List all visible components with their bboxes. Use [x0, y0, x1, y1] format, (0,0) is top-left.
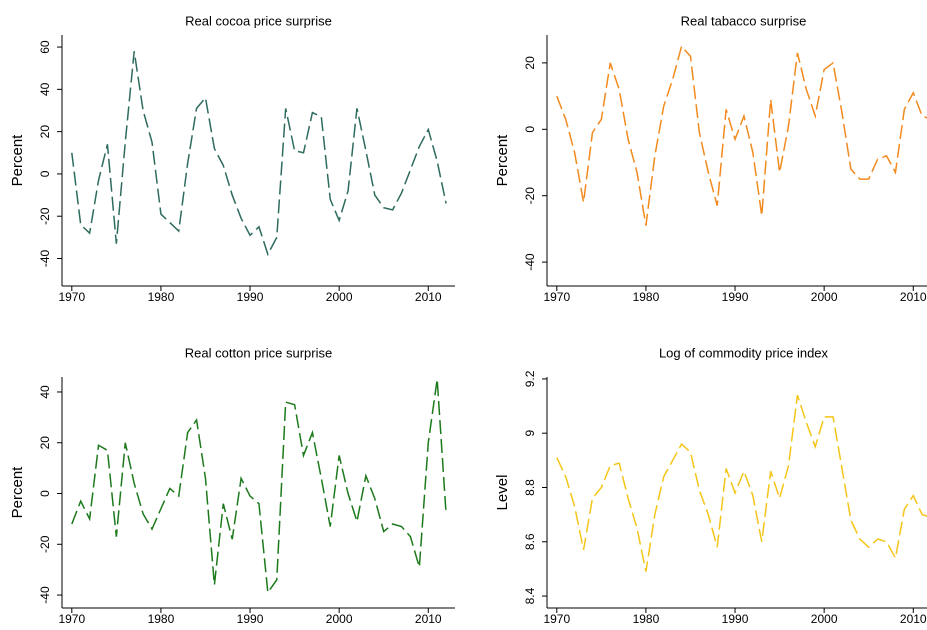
data-line — [71, 51, 447, 257]
x-tick-label: 1970 — [543, 612, 570, 626]
panel-title: Real cocoa price surprise — [185, 13, 332, 28]
y-tick-label: -20 — [38, 535, 52, 553]
x-tick-label: 2010 — [415, 612, 442, 626]
y-tick-label: 20 — [38, 436, 52, 450]
panel-title: Real tabacco surprise — [681, 13, 807, 28]
y-tick-label: 40 — [38, 385, 52, 399]
y-tick-label: 40 — [38, 82, 52, 96]
y-tick-label: -40 — [38, 250, 52, 268]
y-axis-label: Percent — [494, 134, 511, 187]
x-tick-label: 2000 — [811, 612, 838, 626]
x-tick-label: 2010 — [900, 290, 927, 304]
y-tick-label: 8.8 — [523, 479, 537, 496]
x-tick-label: 1990 — [722, 290, 749, 304]
y-tick-label: 8.6 — [523, 533, 537, 550]
y-tick-label: 0 — [523, 126, 537, 133]
x-tick-label: 2010 — [900, 612, 927, 626]
x-tick-label: 1970 — [543, 290, 570, 304]
x-tick-label: 1980 — [148, 612, 175, 626]
x-tick-label: 2000 — [326, 612, 353, 626]
y-axis-label: Level — [494, 475, 511, 511]
data-line — [71, 379, 447, 595]
y-tick-label: 8.4 — [523, 587, 537, 604]
x-tick-label: 1970 — [58, 290, 85, 304]
y-tick-label: -20 — [523, 187, 537, 205]
y-tick-label: -40 — [523, 253, 537, 271]
x-tick-label: 1970 — [58, 612, 85, 626]
y-tick-label: 60 — [38, 40, 52, 54]
x-tick-label: 2010 — [415, 290, 442, 304]
x-tick-label: 2000 — [326, 290, 353, 304]
x-tick-label: 1980 — [148, 290, 175, 304]
y-axis-label: Percent — [9, 466, 26, 519]
y-tick-label: 0 — [38, 170, 52, 177]
y-tick-label: 0 — [38, 490, 52, 497]
x-tick-label: 1990 — [722, 612, 749, 626]
panel-title: Real cotton price surprise — [185, 345, 332, 360]
data-line — [556, 394, 927, 572]
y-tick-label: 20 — [523, 56, 537, 70]
x-tick-label: 1980 — [633, 612, 660, 626]
y-tick-label: 9 — [523, 430, 537, 437]
y-tick-label: 20 — [38, 125, 52, 139]
x-tick-label: 1980 — [633, 290, 660, 304]
x-tick-label: 1990 — [237, 290, 264, 304]
y-axis-label: Percent — [9, 134, 26, 187]
panel-title: Log of commodity price index — [659, 345, 829, 360]
x-tick-label: 1990 — [237, 612, 264, 626]
x-tick-label: 2000 — [811, 290, 838, 304]
y-tick-label: -20 — [38, 207, 52, 225]
y-tick-label: 9.2 — [523, 370, 537, 387]
y-tick-label: -40 — [38, 586, 52, 604]
data-line — [556, 44, 927, 226]
